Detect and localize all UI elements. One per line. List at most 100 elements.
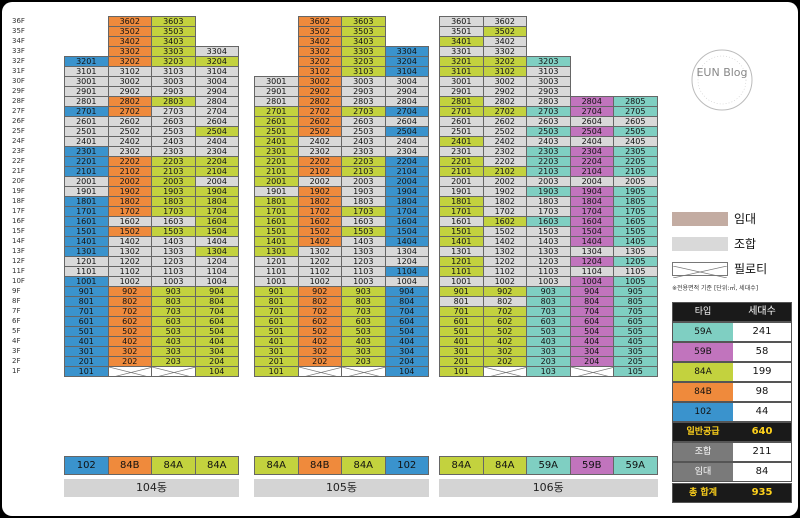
- unit-cell: 101: [254, 366, 299, 377]
- unit-cell: 702: [107, 306, 152, 317]
- unit-cell: 2001: [439, 176, 484, 187]
- unit-cell: 1603: [341, 216, 386, 227]
- unit-cell: 3204: [384, 56, 429, 67]
- pilotis-cell: [107, 366, 152, 377]
- unit-cell: 3303: [151, 46, 196, 57]
- unit-cell: 504: [569, 326, 614, 337]
- unit-cell: 1701: [64, 206, 109, 217]
- unit-cell: 1105: [613, 266, 658, 277]
- unit-cell: 3103: [341, 66, 386, 77]
- unit-cell: 802: [297, 296, 342, 307]
- unit-cell: 1804: [384, 196, 429, 207]
- unit-cell: 1601: [439, 216, 484, 227]
- general-supply-row: 일반공급 640: [672, 422, 792, 442]
- unit-cell: 402: [482, 336, 527, 347]
- unit-cell: 402: [107, 336, 152, 347]
- unit-cell: 2102: [482, 166, 527, 177]
- unit-cell: 904: [569, 286, 614, 297]
- unit-cell: 1201: [64, 256, 109, 267]
- unit-cell: 405: [613, 336, 658, 347]
- unit-cell: 1503: [526, 226, 571, 237]
- unit-cell: 2205: [613, 156, 658, 167]
- area-note: ※전용면적 기준 [단위:㎡, 세대수]: [672, 285, 759, 292]
- unit-cell: 3502: [297, 26, 342, 37]
- unit-cell: 1802: [107, 196, 152, 207]
- unit-cell: 304: [569, 346, 614, 357]
- unit-cell: 1104: [384, 266, 429, 277]
- unit-cell: 2802: [297, 96, 342, 107]
- unit-cell: 403: [341, 336, 386, 347]
- unit-cell: 204: [384, 356, 429, 367]
- unit-cell: 2804: [194, 96, 239, 107]
- union-row-label: 조합: [673, 443, 733, 461]
- unit-cell: 3402: [107, 36, 152, 47]
- line-type-label: 84A: [151, 456, 196, 475]
- unit-cell: 1502: [482, 226, 527, 237]
- unit-cell: 901: [439, 286, 484, 297]
- unit-cell: 1004: [384, 276, 429, 287]
- unit-cell: 2204: [194, 156, 239, 167]
- unit-cell: 1902: [107, 186, 152, 197]
- unit-cell: 2403: [341, 136, 386, 147]
- unit-cell: 1003: [151, 276, 196, 287]
- unit-cell: 2102: [297, 166, 342, 177]
- unit-cell: 2401: [64, 136, 109, 147]
- floor-label: 28F: [12, 97, 25, 105]
- unit-cell: 2602: [297, 116, 342, 127]
- unit-cell: 2504: [569, 126, 614, 137]
- unit-cell: 601: [64, 316, 109, 327]
- unit-cell: 903: [151, 286, 196, 297]
- unit-cell: 2403: [151, 136, 196, 147]
- unit-cell: 2604: [569, 116, 614, 127]
- floor-label: 7F: [12, 307, 21, 315]
- unit-cell: 2503: [151, 126, 196, 137]
- unit-cell: 3203: [526, 56, 571, 67]
- floor-label: 30F: [12, 77, 25, 85]
- unit-cell: 502: [297, 326, 342, 337]
- stats-header-label: 타입: [673, 303, 733, 321]
- unit-cell: 1304: [569, 246, 614, 257]
- floor-label: 5F: [12, 327, 21, 335]
- floor-label: 27F: [12, 107, 25, 115]
- unit-cell: 602: [297, 316, 342, 327]
- unit-cell: 503: [341, 326, 386, 337]
- unit-cell: 2302: [107, 146, 152, 157]
- unit-cell: 1104: [194, 266, 239, 277]
- stats-row-value: 44: [733, 403, 791, 421]
- unit-cell: 2304: [194, 146, 239, 157]
- unit-cell: 1902: [482, 186, 527, 197]
- legend-swatch: [672, 237, 728, 251]
- unit-cell: 3001: [64, 76, 109, 87]
- unit-cell: 2302: [482, 146, 527, 157]
- unit-cell: 2002: [482, 176, 527, 187]
- unit-cell: 1303: [526, 246, 571, 257]
- unit-cell: 302: [297, 346, 342, 357]
- unit-cell: 3203: [341, 56, 386, 67]
- unit-cell: 1305: [613, 246, 658, 257]
- unit-cell: 2405: [613, 136, 658, 147]
- line-type-label: 102: [64, 456, 109, 475]
- unit-cell: 2601: [439, 116, 484, 127]
- unit-cell: 1805: [613, 196, 658, 207]
- unit-cell: 1205: [613, 256, 658, 267]
- unit-cell: 2202: [482, 156, 527, 167]
- unit-cell: 1103: [341, 266, 386, 277]
- floor-label: 14F: [12, 237, 25, 245]
- unit-cell: 2101: [254, 166, 299, 177]
- unit-cell: 3603: [151, 16, 196, 27]
- unit-cell: 104: [194, 366, 239, 377]
- stats-row: 84A 199: [672, 362, 792, 382]
- unit-cell: 2104: [194, 166, 239, 177]
- unit-cell: 1301: [254, 246, 299, 257]
- stats-header-value: 세대수: [733, 303, 791, 321]
- unit-cell: 1703: [526, 206, 571, 217]
- pilotis-cell: [482, 366, 527, 377]
- unit-cell: 1505: [613, 226, 658, 237]
- unit-cell: 2803: [151, 96, 196, 107]
- stats-row: 84B 98: [672, 382, 792, 402]
- unit-cell: 1401: [439, 236, 484, 247]
- floor-label: 36F: [12, 17, 25, 25]
- unit-cell: 2605: [613, 116, 658, 127]
- floor-label: 4F: [12, 337, 21, 345]
- union-row-value: 211: [733, 443, 791, 461]
